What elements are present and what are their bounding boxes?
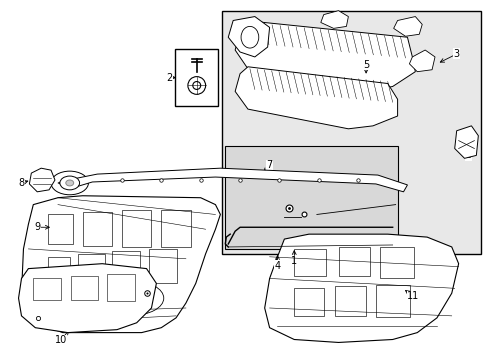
Bar: [112, 251, 140, 285]
Bar: [294, 288, 323, 316]
Polygon shape: [19, 264, 156, 333]
Bar: [175, 49, 218, 106]
Ellipse shape: [60, 176, 80, 190]
Ellipse shape: [187, 77, 205, 94]
Text: 6: 6: [465, 150, 470, 161]
Text: 8: 8: [19, 178, 24, 188]
Ellipse shape: [100, 281, 163, 315]
Ellipse shape: [192, 82, 200, 89]
Text: 1: 1: [290, 256, 297, 266]
Bar: [222, 11, 480, 254]
Polygon shape: [58, 168, 407, 192]
Polygon shape: [29, 168, 55, 192]
Bar: [161, 210, 190, 247]
Bar: [71, 275, 98, 300]
Polygon shape: [408, 50, 434, 72]
Bar: [33, 278, 61, 300]
Text: 7: 7: [266, 160, 272, 170]
Ellipse shape: [241, 26, 258, 48]
Bar: [48, 215, 73, 244]
Polygon shape: [264, 234, 458, 342]
Text: 9: 9: [34, 222, 40, 232]
Bar: [122, 210, 151, 247]
Text: 3: 3: [453, 49, 459, 59]
Bar: [338, 247, 369, 276]
Bar: [334, 286, 366, 316]
Polygon shape: [235, 67, 397, 129]
Polygon shape: [393, 17, 421, 36]
Bar: [375, 285, 409, 317]
Text: 4: 4: [274, 261, 280, 271]
Bar: [149, 249, 177, 283]
Ellipse shape: [66, 180, 74, 186]
Text: 11: 11: [407, 291, 419, 301]
Ellipse shape: [51, 171, 88, 195]
Polygon shape: [454, 126, 477, 158]
Text: 2: 2: [166, 73, 172, 82]
Polygon shape: [228, 17, 269, 57]
Bar: [48, 257, 70, 284]
Bar: [78, 254, 105, 285]
Bar: [82, 212, 112, 246]
Polygon shape: [320, 11, 347, 28]
Text: 10: 10: [55, 336, 67, 346]
Bar: [379, 247, 413, 278]
Bar: [107, 274, 135, 301]
Bar: [294, 249, 325, 276]
Polygon shape: [21, 196, 220, 333]
Text: 5: 5: [362, 60, 368, 70]
Polygon shape: [235, 21, 414, 91]
Bar: [225, 145, 397, 249]
